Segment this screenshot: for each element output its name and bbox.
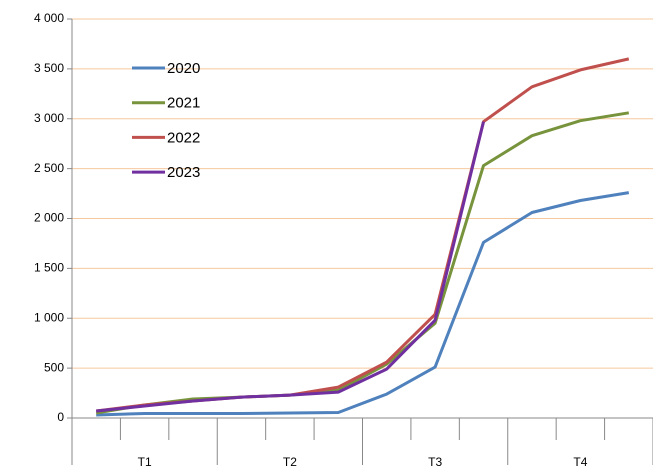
x-group-label: T2 <box>283 455 297 469</box>
y-tick-label: 3 500 <box>34 61 64 75</box>
y-tick-label: 3 000 <box>34 111 64 125</box>
x-group-label: T1 <box>138 455 152 469</box>
y-tick-label: 4 000 <box>34 11 64 25</box>
y-tick-label: 0 <box>57 410 64 424</box>
legend-label: 2022 <box>167 129 200 146</box>
legend-label: 2023 <box>167 164 200 181</box>
y-tick-label: 500 <box>44 360 64 374</box>
y-tick-label: 1 500 <box>34 261 64 275</box>
y-tick-label: 1 000 <box>34 310 64 324</box>
line <box>95 111 630 415</box>
legend-label: 2020 <box>167 60 200 77</box>
legend-label: 2021 <box>167 95 200 112</box>
y-tick-label: 2 000 <box>34 211 64 225</box>
y-tick-label: 2 500 <box>34 161 64 175</box>
line <box>96 57 630 413</box>
x-group-label: T4 <box>573 455 587 469</box>
line <box>96 121 485 413</box>
line <box>96 191 630 417</box>
x-group-label: T3 <box>428 455 442 469</box>
